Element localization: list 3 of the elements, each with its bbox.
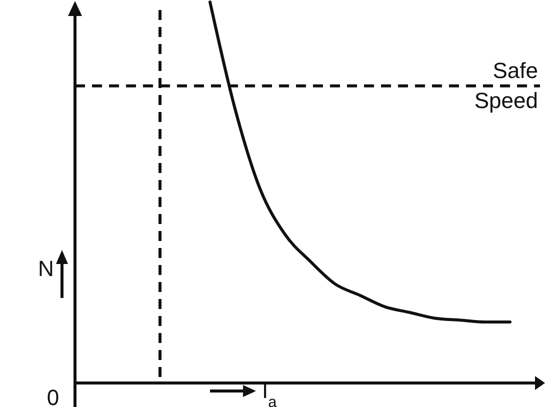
text: 0 — [46, 385, 60, 407]
y-axis-title: N — [38, 256, 54, 281]
ref-line-label: Safe Speed — [474, 58, 538, 113]
